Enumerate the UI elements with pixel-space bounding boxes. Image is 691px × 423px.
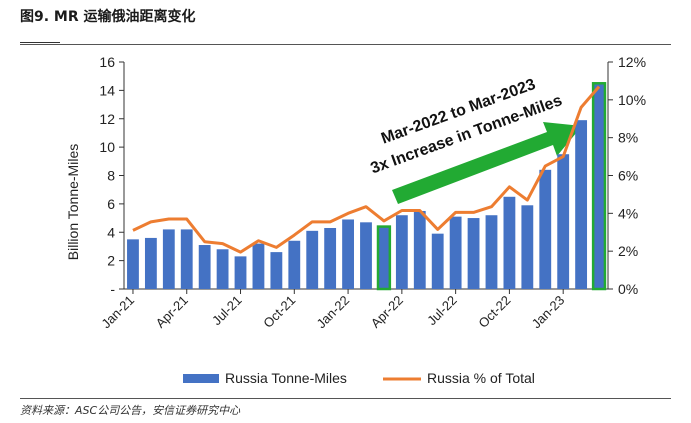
- top-divider: [20, 44, 671, 45]
- bar-highlighted: [591, 82, 607, 291]
- bar: [270, 252, 283, 289]
- bar: [216, 249, 229, 289]
- x-tick-label: Apr-21: [153, 293, 191, 331]
- legend-label-tonne-miles: Russia Tonne-Miles: [225, 370, 347, 386]
- legend-swatch-tonne-miles: [183, 374, 219, 383]
- chart: Billion Tonne-Miles Mar-2022 to Mar-2023…: [65, 54, 646, 386]
- y-tick-label-left: 14: [99, 82, 115, 98]
- x-tick-label: Apr-22: [368, 293, 406, 331]
- bar: [575, 120, 588, 289]
- bar: [162, 229, 175, 289]
- bar: [144, 237, 157, 289]
- bar: [127, 239, 139, 289]
- bar: [360, 222, 372, 289]
- y-tick-label-right: 0%: [618, 281, 638, 297]
- growth-arrow: [392, 122, 582, 204]
- bar: [413, 210, 426, 289]
- x-tick-label: Jul-21: [209, 293, 245, 329]
- y-tick-label-left: 4: [107, 224, 115, 240]
- plot-area: - 2 4 6 8 10 12 14 16 0% 2% 4% 6% 8% 10% 12% Jan-21 Apr-2…: [98, 54, 646, 331]
- bar-highlighted: [376, 225, 392, 291]
- y-tick-label-right: 6%: [618, 168, 638, 184]
- bar: [503, 196, 516, 289]
- bar: [180, 229, 193, 289]
- title-underline: [20, 42, 60, 43]
- y-tick-label-left: 2: [107, 253, 115, 269]
- bar: [521, 205, 534, 289]
- y-tick-label-left: 6: [107, 196, 115, 212]
- percent-line: [132, 85, 601, 254]
- bar: [431, 233, 444, 289]
- y-tick-label-right: 4%: [618, 205, 638, 221]
- y-tick-label-left: -: [110, 281, 115, 297]
- x-tick-label: Jan-22: [313, 293, 352, 332]
- x-tick-label: Oct-21: [260, 293, 298, 331]
- bar: [449, 216, 462, 289]
- bar: [252, 243, 265, 289]
- x-tick-label: Oct-22: [475, 293, 513, 331]
- x-tick-label: Jul-22: [424, 293, 460, 329]
- figure-title: 图9. MR 运输俄油距离变化: [20, 9, 196, 25]
- y-tick-label-right: 12%: [618, 54, 646, 70]
- bar: [342, 219, 354, 289]
- bar: [198, 245, 211, 289]
- legend-label-percent: Russia % of Total: [427, 370, 535, 386]
- y-tick-label-right: 2%: [618, 243, 638, 259]
- bar: [306, 230, 319, 289]
- y-tick-label-right: 8%: [618, 130, 638, 146]
- x-tick-label: Jan-21: [98, 293, 137, 332]
- bar: [467, 218, 480, 289]
- bar: [485, 215, 498, 289]
- bar: [395, 215, 408, 289]
- bar: [234, 256, 247, 289]
- bar: [324, 227, 337, 289]
- y-tick-label-left: 16: [99, 54, 115, 70]
- source-note: 资料来源：ASC公司公告，安信证券研究中心: [20, 404, 241, 417]
- bar: [557, 154, 570, 289]
- bottom-divider: [20, 398, 671, 399]
- y-tick-label-left: 10: [99, 139, 115, 155]
- bar: [539, 169, 552, 289]
- x-tick-label: Jan-23: [529, 293, 568, 332]
- y-tick-label-left: 12: [99, 111, 115, 127]
- y-tick-label-right: 10%: [618, 92, 646, 108]
- y-tick-label-left: 8: [107, 168, 115, 184]
- bar: [288, 240, 301, 289]
- y-axis-title: Billion Tonne-Miles: [65, 144, 81, 260]
